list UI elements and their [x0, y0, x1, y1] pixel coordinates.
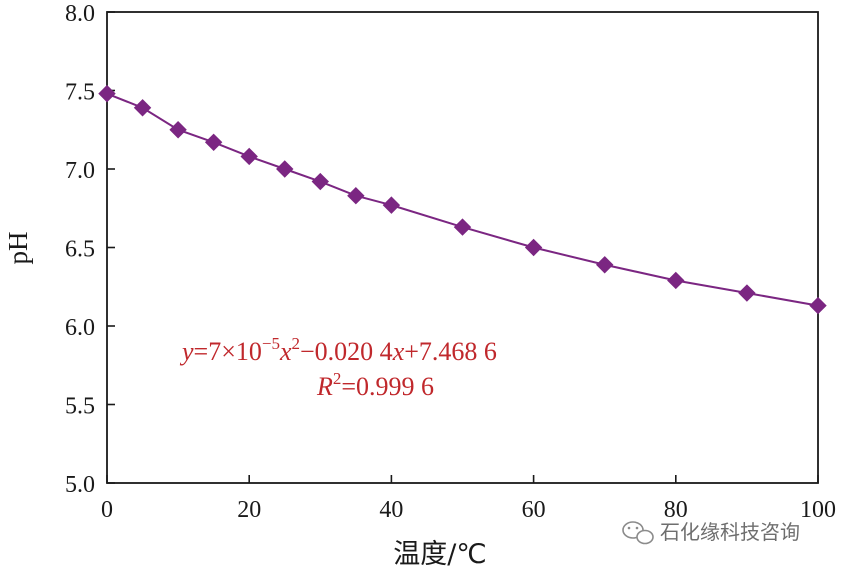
data-point — [98, 84, 116, 103]
watermark: 石化缘科技咨询 — [622, 520, 800, 545]
y-tick-label: 5.0 — [65, 472, 95, 498]
axes: 0 20 40 60 80 100 5.0 5.5 6.0 6.5 7.0 7.5 8.0 — [65, 1, 836, 523]
data-point — [453, 218, 472, 236]
data-point — [667, 271, 685, 290]
data-point — [169, 121, 187, 139]
y-tick-label: 6.5 — [65, 237, 95, 263]
y-tick-label: 7.0 — [65, 158, 95, 184]
regression-annotation: y=7×10−5x2−0.020 4x+7.468 6 R2=0.999 6 — [179, 334, 497, 401]
x-tick-label: 40 — [379, 497, 403, 523]
data-point — [311, 172, 330, 191]
data-point — [382, 196, 401, 214]
regression-equation: y=7×10−5x2−0.020 4x+7.468 6 — [179, 334, 497, 366]
y-tick-label: 5.5 — [65, 394, 95, 420]
data-point — [809, 296, 827, 315]
watermark-text: 石化缘科技咨询 — [660, 520, 800, 544]
data-point — [276, 160, 294, 178]
data-point — [524, 238, 543, 257]
y-tick-label: 7.5 — [65, 80, 95, 106]
data-point — [204, 133, 223, 152]
plot-frame — [106, 11, 819, 484]
data-point — [240, 147, 258, 166]
data-point — [133, 99, 152, 117]
x-tick-label: 0 — [101, 497, 113, 523]
y-tick-label: 8.0 — [65, 1, 95, 27]
r-squared: R2=0.999 6 — [316, 369, 434, 401]
data-point — [738, 284, 756, 302]
data-point — [347, 186, 365, 205]
x-tick-label: 80 — [664, 497, 688, 523]
series-line — [106, 92, 819, 307]
x-tick-label: 100 — [800, 497, 836, 523]
x-tick-label: 20 — [237, 497, 261, 523]
data-point — [595, 256, 614, 274]
y-tick-label: 6.0 — [65, 315, 95, 341]
y-axis-title: pH — [3, 232, 33, 265]
x-axis-title: 温度/℃ — [393, 539, 486, 570]
wechat-icon — [622, 521, 654, 545]
x-tick-label: 60 — [522, 497, 546, 523]
series — [98, 84, 827, 315]
